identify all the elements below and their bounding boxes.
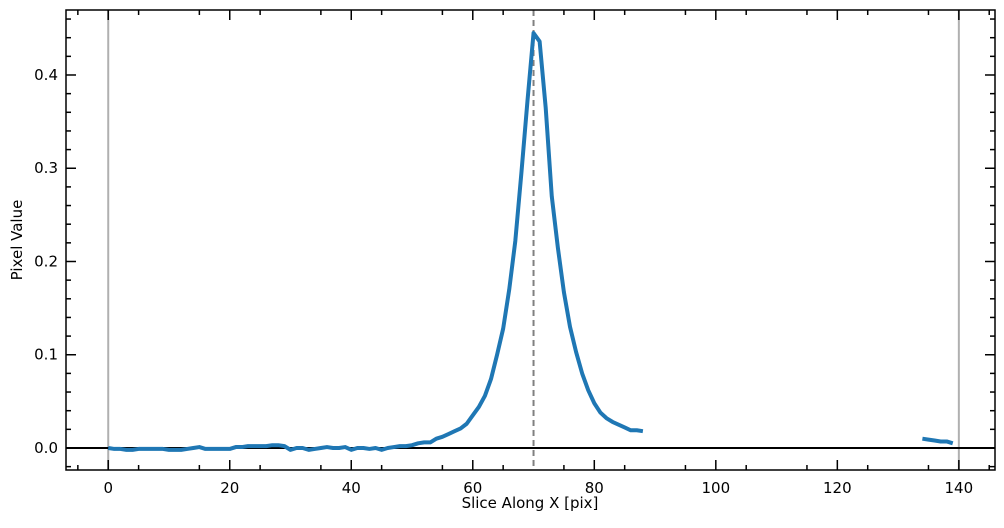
x-axis-label: Slice Along X [pix] — [462, 494, 599, 512]
data-line — [107, 31, 954, 452]
x-tick-label: 140 — [945, 479, 974, 497]
plot-frame — [65, 9, 996, 471]
x-tick-label: 60 — [463, 479, 482, 497]
y-tick-label: 0.1 — [34, 346, 58, 364]
y-tick-label: 0.0 — [34, 439, 58, 457]
y-tick-label: 0.2 — [34, 252, 58, 270]
x-tick-label: 40 — [342, 479, 361, 497]
x-tick-label: 80 — [585, 479, 604, 497]
y-tick-label: 0.4 — [34, 66, 58, 84]
x-tick-label: 20 — [220, 479, 239, 497]
x-tick-label: 0 — [103, 479, 113, 497]
x-tick-label: 100 — [701, 479, 730, 497]
x-tick-label: 120 — [823, 479, 852, 497]
y-tick-label: 0.3 — [34, 159, 58, 177]
y-axis-label: Pixel Value — [8, 200, 26, 281]
